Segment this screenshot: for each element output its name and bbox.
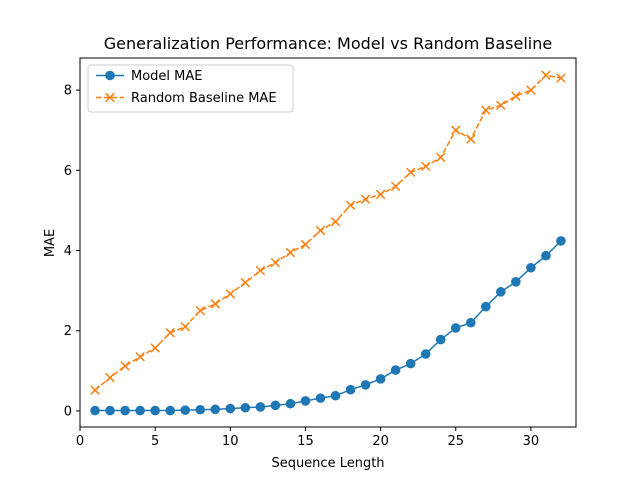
- plot-area: [90, 70, 566, 416]
- data-point: [270, 257, 281, 268]
- legend: Model MAE Random Baseline MAE: [87, 64, 294, 113]
- data-point: [541, 70, 551, 80]
- data-point: [375, 189, 386, 200]
- data-point: [511, 277, 521, 287]
- data-point: [390, 365, 401, 375]
- chart-title: Generalization Performance: Model vs Ran…: [104, 34, 552, 53]
- x-tick-label: 25: [447, 434, 464, 449]
- data-point: [375, 374, 386, 384]
- data-point: [105, 405, 115, 416]
- data-point: [556, 73, 566, 83]
- data-point: [390, 181, 401, 192]
- data-point: [120, 361, 130, 371]
- data-point: [270, 400, 281, 411]
- y-axis-label: MAE: [43, 229, 58, 257]
- y-tick-label: 4: [64, 244, 72, 259]
- data-point: [315, 225, 326, 236]
- y-axis: 0 2 4 6 8: [64, 84, 80, 419]
- data-point: [496, 287, 506, 297]
- data-point: [451, 125, 461, 135]
- data-point: [300, 396, 311, 406]
- data-point: [135, 352, 145, 362]
- data-point: [150, 405, 160, 416]
- data-point: [466, 134, 476, 144]
- data-point: [285, 398, 296, 409]
- data-point: [435, 152, 446, 163]
- y-tick-label: 6: [64, 164, 72, 179]
- data-point: [120, 405, 130, 416]
- x-tick-label: 30: [523, 434, 540, 449]
- y-tick-label: 2: [64, 324, 72, 339]
- data-point: [526, 262, 536, 273]
- data-point: [420, 349, 431, 359]
- legend-box: [87, 64, 294, 113]
- data-point: [556, 236, 566, 246]
- series-model-mae: [90, 236, 566, 416]
- data-point: [180, 321, 190, 332]
- data-point: [511, 91, 521, 101]
- legend-marker: [105, 70, 115, 81]
- y-tick-label: 0: [64, 404, 72, 419]
- data-point: [496, 100, 506, 111]
- data-point: [210, 404, 221, 415]
- x-axis-label: Sequence Length: [271, 456, 384, 471]
- data-point: [360, 194, 371, 204]
- data-point: [285, 247, 296, 258]
- series-random-baseline-mae: [90, 70, 566, 395]
- legend-label: Model MAE: [131, 69, 203, 84]
- data-point: [405, 358, 416, 369]
- data-point: [90, 385, 100, 395]
- data-point: [330, 390, 341, 401]
- data-point: [435, 334, 446, 345]
- data-point: [195, 404, 206, 415]
- x-tick-label: 0: [76, 434, 84, 449]
- data-point: [255, 402, 266, 412]
- data-point: [195, 305, 205, 316]
- data-point: [465, 317, 476, 328]
- data-point: [240, 277, 251, 288]
- legend-marker: [105, 92, 115, 103]
- data-point: [225, 403, 236, 414]
- data-point: [255, 265, 266, 276]
- data-point: [405, 167, 416, 178]
- x-tick-label: 10: [222, 434, 239, 449]
- y-tick-label: 8: [64, 84, 72, 99]
- data-point: [240, 402, 251, 413]
- data-point: [481, 301, 491, 312]
- data-point: [360, 380, 371, 390]
- legend-label: Random Baseline MAE: [131, 91, 277, 106]
- data-point: [150, 343, 160, 353]
- data-point: [165, 405, 175, 416]
- data-point: [345, 200, 356, 210]
- x-axis: 0 5 10 15 20 25 30: [76, 427, 539, 449]
- data-point: [420, 161, 431, 172]
- data-point: [450, 323, 461, 333]
- x-tick-label: 20: [372, 434, 389, 449]
- data-point: [135, 405, 145, 416]
- x-tick-label: 5: [151, 434, 159, 449]
- data-point: [225, 289, 236, 299]
- data-point: [526, 85, 536, 95]
- data-point: [481, 105, 491, 115]
- data-point: [180, 405, 191, 415]
- data-point: [90, 405, 100, 416]
- series-line: [94, 74, 562, 391]
- data-point: [541, 250, 551, 261]
- axes-frame: [79, 57, 577, 428]
- data-point: [165, 328, 175, 338]
- data-point: [210, 299, 221, 309]
- data-point: [105, 372, 115, 383]
- data-point: [345, 384, 356, 395]
- data-point: [315, 393, 326, 403]
- data-point: [330, 216, 341, 227]
- data-point: [300, 239, 311, 250]
- x-tick-label: 15: [297, 434, 314, 449]
